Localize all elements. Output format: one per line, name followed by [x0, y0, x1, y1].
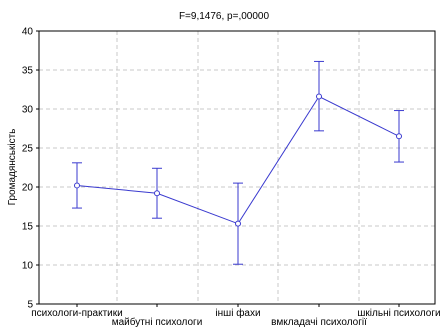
grid	[39, 31, 435, 304]
y-tick-label: 25	[22, 144, 34, 155]
data-point	[74, 182, 80, 189]
data-point	[316, 93, 322, 100]
x-tick-label: інші фахи	[215, 307, 260, 319]
y-tick-label: 5	[27, 300, 33, 311]
data-point	[154, 190, 160, 197]
y-tick-label: 30	[22, 105, 34, 116]
y-tick-label: 20	[22, 183, 34, 194]
data-point	[396, 133, 402, 140]
x-tick-label: вмкладачі психології	[271, 317, 367, 328]
x-tick-label: майбутні психологи	[112, 316, 203, 328]
y-tick-label: 10	[22, 261, 34, 272]
y-axis-title: Громадянськість	[7, 129, 18, 206]
series	[72, 60, 404, 265]
y-tick-label: 15	[22, 222, 34, 233]
data-point	[235, 220, 241, 227]
x-tick-label: психологи-практики	[31, 308, 122, 319]
x-tick-label: шкільні психологи	[357, 308, 440, 319]
y-axis: 5 10 15 20 25 30 35 40	[22, 27, 39, 311]
y-tick-label: 40	[22, 27, 34, 38]
y-tick-label: 35	[22, 66, 34, 77]
plot-frame	[38, 30, 436, 305]
chart-title: F=9,1476, p=,00000	[179, 11, 270, 22]
